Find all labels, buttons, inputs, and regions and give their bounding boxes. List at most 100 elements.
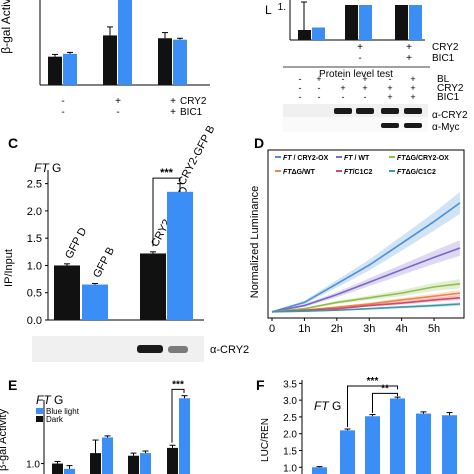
panel-c-ytick-label: 2.5 <box>27 179 42 191</box>
panel-f-bars: ***** <box>312 376 457 474</box>
panel-f-bar <box>390 398 405 474</box>
panel-b-blot-row-cry2: CRY2 <box>437 83 464 94</box>
panel-d-legend-item: FTΔG/CRY2-OX <box>397 155 449 162</box>
panel-b-blot-sign: - <box>299 83 302 93</box>
panel-f-bar <box>340 430 355 474</box>
panel-f-significance-bracket-top <box>347 385 398 427</box>
panel-b-blot-sign: - <box>299 74 302 84</box>
panel-f-ytick-label: 3.5 <box>283 379 297 390</box>
panel-b-bar <box>395 5 408 40</box>
panel-c-letter: C <box>8 135 18 151</box>
panel-a-row-label-bic1: BIC1 <box>180 107 203 118</box>
panel-f-bar <box>416 413 431 474</box>
panel-b-blot-sign: + <box>387 92 392 102</box>
panel-c-bar <box>82 284 108 320</box>
panel-b-sign-table: +-++ <box>357 42 412 64</box>
panel-c-bar <box>167 191 193 320</box>
panel-e-significance: *** <box>172 379 184 390</box>
panel-b-blot-sign: - <box>299 92 302 102</box>
panel-d-series-line <box>271 303 461 313</box>
panel-b-tick: 1. <box>278 2 286 13</box>
panel-d-xtick-label: 4h <box>396 323 408 335</box>
panel-d-legend-plain: ΔG/WT <box>292 169 316 176</box>
panel-e-bars: *** <box>52 379 190 474</box>
panel-b-sign: + <box>406 53 412 64</box>
panel-b-bar <box>345 5 358 40</box>
panel-b-blot-sign: - <box>342 74 345 84</box>
panel-d-xtick-label: 1h <box>298 323 310 335</box>
panel-a: β-gal Activity --+-++ CRY2 BIC1 <box>0 0 210 118</box>
panel-b-band-cry2 <box>334 108 352 114</box>
panel-b-blot-sign: - <box>389 74 392 84</box>
panel-d-legend-plain: / WT <box>353 155 370 162</box>
panel-d-xtick-label: 3h <box>363 323 375 335</box>
panel-e-ytick-label: 1.0 <box>26 460 40 471</box>
panel-e-legend-blue: Blue light <box>46 407 80 416</box>
panel-b-band-cry2 <box>404 108 422 114</box>
panel-b-blot-title: Protein level test <box>319 69 393 80</box>
panel-a-sign: - <box>116 107 119 118</box>
panel-b-row-label-cry2: CRY2 <box>432 42 459 53</box>
panel-c-ytick-label: 0.5 <box>27 288 42 300</box>
panel-b-bars <box>298 1 422 40</box>
panel-b-bar <box>298 30 311 40</box>
panel-f-significance-mid: ** <box>381 383 389 394</box>
panel-f-ytick-label: 2.0 <box>283 430 297 441</box>
panel-c-axes: 0.0 0.5 1.0 1.5 2.0 2.5 <box>27 170 204 327</box>
panel-b-bar <box>312 27 325 40</box>
panel-d-series-line <box>271 296 461 313</box>
panel-f-bar <box>365 416 380 474</box>
panel-a-row-label-cry2: CRY2 <box>180 96 207 107</box>
panel-f: F FT G LUC/REN 1.0 1.5 2.0 2.5 3.0 3.5 ***** <box>256 376 457 474</box>
panel-c-tag-italic: FT <box>34 161 50 175</box>
panel-e-bar-blue <box>64 468 75 474</box>
panel-c: C FT G IP/Input 0.0 0.5 1.0 1.5 2.0 2.5 GFP D… <box>3 124 249 362</box>
panel-d-legend-plain: ΔG/C1C2 <box>406 169 436 176</box>
panel-b-blot-sign: + <box>410 83 415 93</box>
panel-b-blot-myc <box>283 117 428 132</box>
panel-f-bar <box>442 415 457 474</box>
panel-f-ylabel: LUC/REN <box>260 418 271 462</box>
panel-d-series-line <box>271 202 461 313</box>
panel-d-legend-item: FTΔG/C1C2 <box>397 169 436 176</box>
panel-f-tag: FT G <box>314 399 341 413</box>
panel-a-sign: + <box>115 96 121 107</box>
panel-e-letter: E <box>8 377 17 393</box>
panel-e-tag-plain: G <box>51 393 64 407</box>
panel-b-blot-bands <box>334 108 422 128</box>
panel-b-band-myc <box>404 123 422 128</box>
panel-d-legend-plain: / CRY2-OX <box>292 155 329 162</box>
panel-a-sign: - <box>61 96 64 107</box>
panel-c-significance-bracket <box>152 177 181 247</box>
panel-b-blot-sign-table: - + - + - +- - + + + +- - - - + + <box>299 74 416 102</box>
panel-a-bar <box>103 35 117 85</box>
panel-c-tag: FT G <box>34 161 61 175</box>
panel-d-legend-item: FT / WT <box>344 155 370 162</box>
panel-a-bar <box>63 53 77 85</box>
panel-a-bar <box>118 0 132 85</box>
panel-e-legend-dark: Dark <box>46 415 64 424</box>
panel-b-blot-sign: + <box>362 83 367 93</box>
panel-f-axes: 1.0 1.5 2.0 2.5 3.0 3.5 <box>283 379 303 474</box>
panel-f-letter: F <box>256 377 265 393</box>
panel-b-sign: + <box>406 42 412 53</box>
panel-b-blot-sign: - <box>318 83 321 93</box>
panel-e-bar-dark <box>52 463 63 474</box>
panel-d-xtick-label: 5h <box>428 323 440 335</box>
panel-a-sign-table: --+-++ <box>61 96 176 118</box>
panel-f-significance-top: *** <box>367 376 379 387</box>
panel-f-bar <box>312 467 327 474</box>
panel-c-ylabel: IP/Input <box>3 249 15 287</box>
panel-d: D Normalized Luminance FT / CRY2-OX FT / … <box>249 135 465 335</box>
panel-a-bar <box>158 38 172 85</box>
panel-b-blot-sign: - <box>364 92 367 102</box>
panel-b-band-myc <box>381 123 399 128</box>
panel-d-error-band <box>272 279 460 312</box>
panel-b-blot-label-cry2: α-CRY2 <box>432 110 468 121</box>
panel-f-tag-italic: FT <box>314 399 330 413</box>
panel-c-ytick-label: 1.5 <box>27 233 42 245</box>
panel-b-ylabel: L <box>265 3 272 17</box>
panel-d-xtick-label: 2h <box>331 323 343 335</box>
